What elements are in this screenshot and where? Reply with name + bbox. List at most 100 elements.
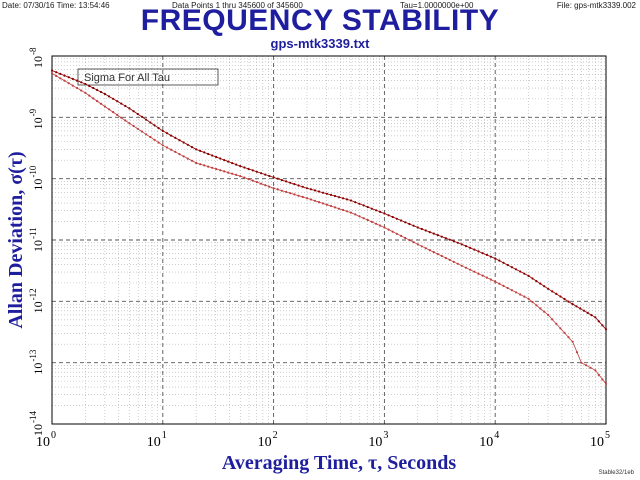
data-point bbox=[243, 176, 246, 179]
data-point bbox=[309, 188, 313, 191]
data-point bbox=[190, 146, 194, 149]
data-point bbox=[165, 132, 169, 135]
data-point bbox=[555, 322, 558, 325]
plot-frame bbox=[51, 55, 607, 425]
data-point bbox=[174, 150, 177, 153]
data-point bbox=[272, 176, 275, 179]
data-point bbox=[251, 169, 254, 172]
data-point bbox=[341, 208, 345, 212]
data-point bbox=[510, 266, 513, 269]
data-point bbox=[590, 314, 593, 317]
x-tick-exponent: 1 bbox=[162, 430, 167, 441]
data-point bbox=[597, 320, 600, 323]
data-point bbox=[473, 248, 476, 251]
data-point bbox=[469, 246, 472, 249]
data-point bbox=[190, 159, 194, 162]
y-tick-label: 10-8 bbox=[28, 47, 45, 68]
data-point bbox=[161, 129, 164, 132]
data-point bbox=[211, 166, 214, 169]
y-axis-label: Allan Deviation, σ(τ) bbox=[5, 151, 27, 328]
data-point bbox=[428, 249, 431, 252]
data-point bbox=[207, 165, 210, 168]
data-point bbox=[543, 285, 546, 288]
data-point bbox=[170, 148, 173, 151]
data-point bbox=[428, 231, 431, 234]
data-point bbox=[309, 198, 313, 201]
data-point bbox=[247, 167, 250, 171]
y-tick-label: 10-9 bbox=[28, 108, 45, 129]
data-point bbox=[395, 232, 398, 235]
data-point bbox=[337, 196, 341, 199]
data-point bbox=[383, 212, 386, 215]
data-point bbox=[116, 113, 119, 116]
data-point bbox=[239, 165, 242, 168]
data-point bbox=[124, 104, 127, 108]
data-point bbox=[289, 181, 292, 184]
data-point bbox=[452, 240, 455, 243]
data-point bbox=[285, 180, 288, 183]
data-point bbox=[71, 84, 74, 87]
data-point bbox=[519, 293, 522, 296]
data-point bbox=[469, 268, 472, 271]
data-point bbox=[502, 284, 505, 287]
y-tick-base: 10 bbox=[31, 179, 45, 191]
data-point bbox=[436, 253, 439, 256]
data-point bbox=[186, 143, 189, 146]
data-point bbox=[464, 266, 468, 269]
data-point bbox=[333, 194, 337, 198]
data-point bbox=[594, 316, 597, 319]
data-point bbox=[448, 258, 451, 261]
data-point bbox=[285, 190, 288, 193]
data-point bbox=[383, 226, 386, 229]
data-point bbox=[464, 245, 468, 248]
data-point bbox=[174, 136, 177, 139]
data-point bbox=[116, 100, 119, 103]
data-point bbox=[354, 201, 357, 204]
data-point bbox=[170, 134, 173, 137]
data-point bbox=[157, 141, 160, 144]
data-point bbox=[404, 221, 407, 224]
data-point bbox=[604, 328, 608, 331]
data-point bbox=[157, 127, 160, 130]
data-point bbox=[329, 193, 333, 196]
x-tick-exponent: 4 bbox=[494, 430, 499, 441]
data-point bbox=[366, 218, 369, 222]
data-point bbox=[494, 280, 497, 283]
data-point bbox=[313, 199, 317, 202]
data-point bbox=[99, 102, 103, 105]
data-point bbox=[92, 97, 95, 100]
data-point bbox=[280, 179, 283, 182]
y-tick-exponent: -13 bbox=[28, 349, 38, 361]
data-point bbox=[215, 167, 218, 171]
data-point bbox=[456, 241, 459, 244]
data-point bbox=[317, 190, 321, 193]
data-point bbox=[219, 169, 222, 172]
data-point bbox=[408, 222, 411, 226]
data-point bbox=[440, 254, 443, 258]
x-tick-label: 10 1 bbox=[147, 430, 167, 450]
data-point bbox=[96, 100, 99, 103]
header-file: File: gps-mtk3339.002 bbox=[556, 1, 636, 10]
grid-lines bbox=[52, 56, 606, 424]
data-point bbox=[400, 219, 403, 222]
data-point bbox=[161, 144, 164, 147]
data-point bbox=[456, 262, 459, 265]
data-point bbox=[494, 257, 497, 260]
data-point bbox=[370, 207, 373, 210]
data-point bbox=[535, 280, 538, 283]
data-point bbox=[523, 295, 526, 298]
data-point bbox=[604, 382, 608, 385]
data-point bbox=[555, 292, 558, 295]
data-point bbox=[136, 112, 139, 116]
series-1 bbox=[50, 72, 608, 385]
data-point bbox=[424, 229, 427, 232]
data-point bbox=[575, 351, 579, 354]
data-point bbox=[276, 188, 279, 191]
data-point bbox=[136, 127, 139, 130]
data-point bbox=[436, 234, 439, 237]
data-point bbox=[563, 297, 566, 301]
data-point bbox=[149, 135, 152, 139]
data-point bbox=[387, 228, 390, 231]
data-point bbox=[103, 92, 106, 96]
